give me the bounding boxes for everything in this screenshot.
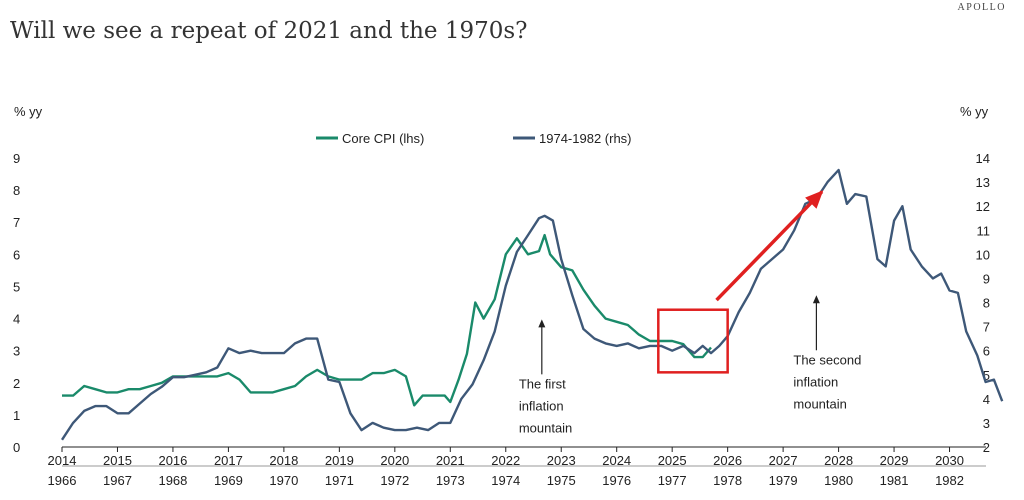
y-tick-label-right: 4	[983, 392, 990, 407]
y-tick-label-left: 1	[13, 408, 20, 423]
x-tick-label-top: 2017	[214, 453, 243, 468]
x-tick-label-bottom: 1966	[48, 473, 77, 488]
annotation-arrow-head	[538, 319, 546, 328]
y-tick-label-right: 8	[983, 296, 990, 311]
annotation-second-mountain: mountain	[793, 396, 846, 411]
series-layer	[60, 168, 1004, 441]
y-tick-label-right: 7	[983, 320, 990, 335]
x-tick-label-bottom: 1972	[380, 473, 409, 488]
y-tick-label-left: 6	[13, 247, 20, 262]
y-tick-label-left: 0	[13, 440, 20, 455]
annotation-first-mountain: inflation	[519, 398, 564, 413]
x-tick-label-bottom: 1975	[547, 473, 576, 488]
y-tick-label-left: 8	[13, 183, 20, 198]
annotation-layer: The first inflation mountain The second infl…	[519, 190, 861, 435]
x-tick-label-top: 2025	[658, 453, 687, 468]
x-tick-label-bottom: 1968	[158, 473, 187, 488]
y-tick-label-right: 5	[983, 368, 990, 383]
x-tick-label-top: 2029	[880, 453, 909, 468]
x-tick-label-bottom: 1976	[602, 473, 631, 488]
annotation-second-mountain: inflation	[793, 374, 838, 389]
x-tick-label-top: 2016	[158, 453, 187, 468]
x-tick-label-bottom: 1973	[436, 473, 465, 488]
x-tick-label-top: 2026	[713, 453, 742, 468]
y-tick-label-left: 7	[13, 215, 20, 230]
x-tick-label-top: 2014	[48, 453, 77, 468]
x-tick-label-top: 2018	[269, 453, 298, 468]
x-tick-label-bottom: 1970	[269, 473, 298, 488]
annotation-arrow-head	[812, 295, 820, 304]
y-tick-label-right: 11	[977, 223, 991, 238]
annotation-first-mountain: The first	[519, 376, 566, 391]
x-tick-label-bottom: 1980	[824, 473, 853, 488]
legend: Core CPI (lhs) 1974-1982 (rhs)	[316, 131, 632, 146]
x-tick-label-bottom: 1971	[325, 473, 354, 488]
x-tick-label-top: 2030	[935, 453, 964, 468]
x-tick-label-top: 2022	[491, 453, 520, 468]
y-ticks-right: 2 3 4 5 6 7 8 9 10 11 12 13 14	[976, 151, 990, 455]
legend-label: Core CPI (lhs)	[342, 131, 424, 146]
series-line-core-cpi	[62, 233, 712, 407]
x-ticks: 2014 2015 2016 2017 2018 2019 2020 2021 2022 2023…	[48, 447, 964, 488]
x-tick-label-bottom: 1981	[880, 473, 909, 488]
axes-group	[62, 446, 986, 467]
annotation-first-mountain: mountain	[519, 420, 572, 435]
y-tick-label-right: 13	[976, 175, 990, 190]
y-tick-label-right: 14	[976, 151, 990, 166]
y-tick-label-right: 6	[983, 344, 990, 359]
red-arrow-shaft	[715, 190, 824, 302]
x-tick-label-top: 2024	[602, 453, 631, 468]
y-ticks-left: 0 1 2 3 4 5 6 7 8 9	[13, 151, 20, 455]
x-tick-label-top: 2021	[436, 453, 465, 468]
y-axis-unit-left: % yy	[14, 104, 43, 119]
y-tick-label-right: 10	[976, 247, 990, 262]
legend-label: 1974-1982 (rhs)	[539, 131, 632, 146]
x-tick-label-bottom: 1969	[214, 473, 243, 488]
y-tick-label-right: 3	[983, 416, 990, 431]
x-tick-label-top: 2023	[547, 453, 576, 468]
red-arrow-head	[805, 190, 824, 209]
x-tick-label-bottom: 1967	[103, 473, 132, 488]
x-tick-label-bottom: 1974	[491, 473, 520, 488]
x-tick-label-top: 2020	[380, 453, 409, 468]
y-tick-label-right: 12	[976, 199, 990, 214]
series-line-1974-1982	[60, 168, 1004, 441]
highlight-box	[657, 308, 729, 374]
y-tick-label-left: 2	[13, 376, 20, 391]
x-tick-label-bottom: 1979	[769, 473, 798, 488]
y-tick-label-right: 2	[983, 440, 990, 455]
y-tick-label-left: 9	[13, 151, 20, 166]
x-tick-label-top: 2015	[103, 453, 132, 468]
y-tick-label-right: 9	[983, 271, 990, 286]
y-tick-label-left: 4	[13, 312, 20, 327]
x-tick-label-bottom: 1982	[935, 473, 964, 488]
x-tick-label-bottom: 1977	[658, 473, 687, 488]
brand-logo: APOLLO	[957, 2, 1006, 13]
x-tick-label-top: 2019	[325, 453, 354, 468]
page-title: Will we see a repeat of 2021 and the 197…	[10, 18, 528, 44]
y-tick-label-left: 3	[13, 344, 20, 359]
annotation-second-mountain: The second	[793, 352, 861, 367]
y-tick-label-left: 5	[13, 279, 20, 294]
x-tick-label-top: 2027	[769, 453, 798, 468]
x-tick-label-bottom: 1978	[713, 473, 742, 488]
x-tick-label-top: 2028	[824, 453, 853, 468]
y-axis-unit-right: % yy	[960, 104, 989, 119]
